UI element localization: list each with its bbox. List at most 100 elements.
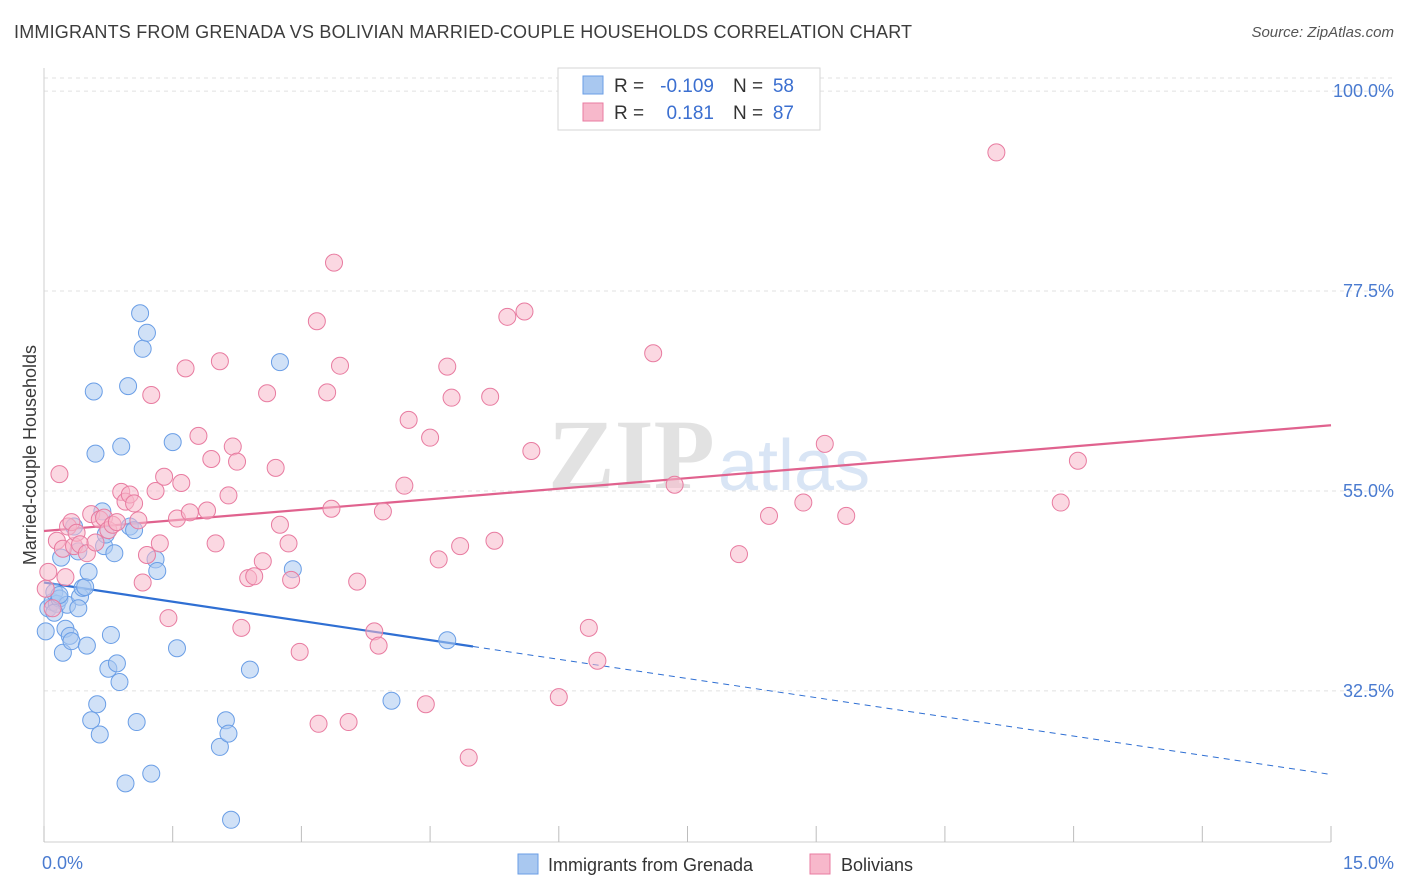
point-bolivians-50 [270,515,289,534]
point-bolivians-56 [309,714,328,733]
point-bolivians-40 [210,352,229,371]
point-bolivians-57 [318,383,337,402]
point-bolivians-65 [395,476,414,495]
legend-r-label-bolivians: R = [614,103,644,124]
point-bolivians-54 [307,312,326,331]
point-bolivians-43 [228,452,247,471]
point-grenada-30 [107,654,126,673]
point-grenada-18 [79,562,98,581]
x-tick-label-0: 0.0% [42,853,83,873]
point-bolivians-58 [322,499,341,518]
grid-lines [44,77,1394,692]
point-grenada-33 [116,774,135,793]
point-bolivians-33 [172,473,191,492]
source-label: Source: ZipAtlas.com [1251,24,1394,41]
point-bolivians-35 [180,503,199,522]
point-bolivians-39 [206,534,225,553]
bottom-legend-label-bolivians: Bolivians [841,855,913,875]
x-tick-label-1: 15.0% [1343,853,1394,873]
bottom-legend-label-grenada: Immigrants from Grenada [548,855,754,875]
point-bolivians-71 [442,388,461,407]
point-bolivians-0 [36,579,55,598]
legend-n-label-grenada: N = [733,76,763,97]
legend-swatch-grenada [582,75,604,95]
point-bolivians-61 [348,572,367,591]
point-bolivians-4 [50,465,69,484]
point-bolivians-6 [56,568,75,587]
point-grenada-20 [84,382,103,401]
point-bolivians-49 [266,458,285,477]
point-bolivians-30 [155,467,174,486]
point-bolivians-51 [279,534,298,553]
point-grenada-53 [382,691,401,710]
point-bolivians-14 [86,533,105,552]
point-grenada-17 [77,636,96,655]
legend-r-value-grenada: -0.109 [660,76,714,97]
point-bolivians-60 [339,713,358,732]
y-tick-label-1: 77.5% [1343,281,1394,301]
bottom-legend-swatch-grenada [517,853,539,875]
point-bolivians-34 [176,359,195,378]
point-bolivians-80 [579,618,598,637]
watermark-zip: ZIP [548,399,715,510]
point-grenada-43 [148,561,167,580]
point-grenada-38 [131,304,150,323]
x-tick-labels: 0.0% 15.0% [42,853,1394,873]
point-bolivians-81 [588,651,607,670]
point-grenada-0 [36,622,55,641]
point-bolivians-38 [202,449,221,468]
point-grenada-21 [86,444,105,463]
legend-swatch-bolivians [582,102,604,122]
point-grenada-41 [142,764,161,783]
point-bolivians-46 [245,567,264,586]
point-bolivians-23 [125,494,144,513]
point-grenada-48 [219,724,238,743]
point-bolivians-86 [794,493,813,512]
point-bolivians-53 [290,642,309,661]
point-bolivians-29 [150,534,169,553]
legend-top: R = -0.109 N = 58 R = 0.181 N = 87 [557,67,821,131]
point-bolivians-63 [369,636,388,655]
point-bolivians-37 [198,501,217,520]
point-bolivians-55 [325,253,344,272]
point-bolivians-47 [253,552,272,571]
y-tick-label-2: 55.0% [1343,481,1394,501]
point-bolivians-70 [438,357,457,376]
legend-r-value-bolivians: 0.181 [666,103,714,124]
point-grenada-37 [127,713,146,732]
y-axis-label: Married-couple Households [20,345,40,565]
point-bolivians-52 [282,570,301,589]
trend-lines [43,424,1332,775]
point-grenada-34 [119,377,138,396]
point-bolivians-82 [644,344,663,363]
point-bolivians-89 [987,143,1006,162]
point-bolivians-78 [522,442,541,460]
point-bolivians-69 [429,550,448,569]
point-bolivians-79 [549,688,568,707]
point-bolivians-42 [223,437,242,456]
y-tick-label-0: 100.0% [1333,81,1394,101]
point-grenada-46 [210,737,229,756]
point-bolivians-90 [1051,493,1070,512]
point-grenada-28 [101,625,120,644]
point-bolivians-75 [485,531,504,550]
watermark: ZIP atlas [548,399,870,510]
point-bolivians-19 [107,513,126,532]
point-grenada-19 [82,711,101,730]
y-tick-label-3: 32.5% [1343,681,1394,701]
point-bolivians-31 [159,609,178,628]
point-bolivians-27 [142,386,161,405]
point-bolivians-1 [39,562,58,581]
point-grenada-49 [222,810,241,829]
point-bolivians-74 [481,387,500,406]
legend-r-label-grenada: R = [614,76,644,97]
point-grenada-50 [240,660,259,679]
point-grenada-11 [62,632,81,651]
point-grenada-23 [90,725,109,744]
legend-n-value-grenada: 58 [773,76,794,97]
y-tick-labels: 100.0% 77.5% 55.0% 32.5% [1333,81,1394,701]
point-grenada-54 [438,631,457,650]
point-bolivians-83 [665,475,684,494]
point-bolivians-48 [258,384,277,403]
